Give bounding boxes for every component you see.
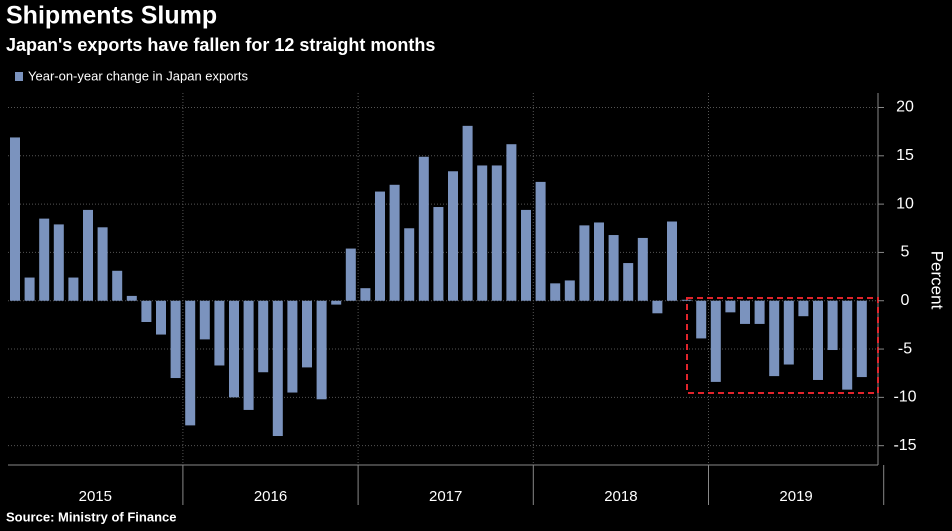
bar — [316, 300, 327, 400]
bar — [53, 224, 64, 301]
bar — [564, 280, 575, 301]
bar — [462, 125, 473, 301]
bar — [725, 300, 736, 313]
bar — [827, 300, 838, 351]
bar — [740, 300, 750, 324]
y-tick-label: 15 — [896, 147, 914, 164]
bar — [491, 165, 502, 301]
x-year-label: 2018 — [604, 488, 637, 505]
source: Source: Ministry of Finance — [6, 509, 176, 524]
x-year-label: 2017 — [429, 488, 462, 505]
bar — [287, 300, 298, 393]
bar — [170, 300, 181, 379]
bar — [506, 144, 517, 301]
bar — [68, 277, 79, 301]
y-axis-label: Percent — [928, 251, 947, 310]
y-tick-label: 20 — [896, 99, 914, 116]
bar — [754, 300, 765, 324]
bar — [199, 300, 210, 340]
bar — [535, 181, 546, 301]
x-year-label: 2019 — [779, 488, 812, 505]
bar — [594, 222, 604, 301]
y-tick-label: 10 — [896, 195, 914, 212]
bar — [623, 263, 634, 301]
bar — [360, 288, 371, 301]
bar — [710, 300, 721, 382]
bar — [842, 300, 853, 390]
bar — [126, 295, 137, 301]
bar — [667, 221, 677, 301]
x-year-label: 2016 — [254, 488, 287, 505]
bar — [418, 156, 429, 301]
y-tick-label: -10 — [893, 389, 916, 406]
bar — [24, 277, 35, 301]
bar — [83, 209, 93, 301]
bar — [156, 300, 166, 335]
bar — [637, 237, 648, 301]
bar — [389, 184, 400, 301]
bar — [185, 300, 196, 426]
bar — [696, 300, 707, 339]
bar — [608, 235, 619, 301]
bar — [214, 300, 225, 366]
bar — [550, 283, 561, 301]
bar — [404, 228, 415, 301]
y-tick-label: -5 — [898, 340, 912, 357]
legend-label: Year-on-year change in Japan exports — [28, 68, 248, 83]
highlight-box — [686, 297, 879, 394]
bar — [141, 300, 152, 322]
bar — [112, 270, 123, 301]
y-tick-label: 5 — [901, 244, 910, 261]
chart-subtitle: Japan's exports have fallen for 12 strai… — [6, 35, 435, 55]
bar — [331, 300, 342, 305]
bar — [769, 300, 780, 377]
bar — [345, 248, 356, 301]
bar — [272, 300, 283, 437]
bar — [375, 191, 385, 301]
bar — [97, 227, 108, 301]
bar — [579, 225, 590, 301]
bar — [448, 171, 458, 301]
bar — [229, 300, 239, 398]
y-tick-label: -15 — [893, 437, 916, 454]
bar — [798, 300, 809, 317]
x-year-label: 2015 — [79, 488, 112, 505]
bar — [681, 299, 692, 301]
bar — [783, 300, 794, 365]
bar — [652, 300, 663, 314]
bar — [39, 218, 50, 301]
bar — [521, 209, 531, 301]
y-tick-label: 0 — [901, 292, 910, 309]
bar — [856, 300, 867, 378]
bar — [243, 300, 254, 410]
bar — [433, 207, 444, 301]
chart-title: Shipments Slump — [6, 2, 217, 30]
bar — [10, 137, 20, 301]
bar — [258, 300, 269, 373]
legend-swatch — [15, 72, 23, 81]
bar — [477, 165, 488, 301]
bar — [302, 300, 312, 368]
bar — [813, 300, 823, 380]
